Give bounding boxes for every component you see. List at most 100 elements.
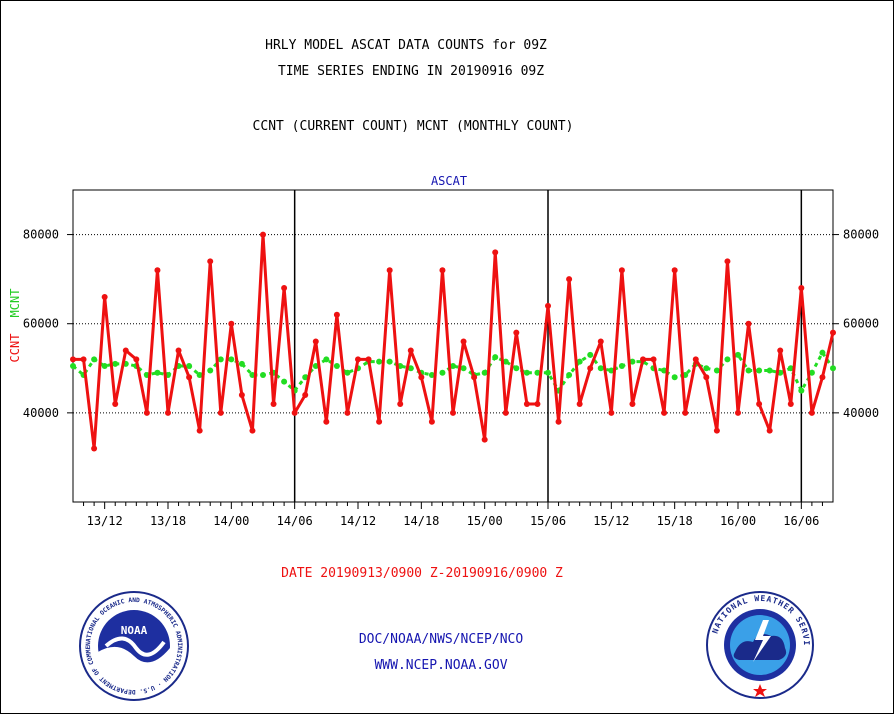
series-ccnt-point [228, 320, 235, 327]
series-ccnt-point [777, 347, 784, 354]
x-tick-label: 16/06 [783, 514, 819, 528]
series-ccnt-point [260, 231, 266, 238]
series-mcnt-point [260, 371, 266, 378]
series-mcnt-point [386, 358, 393, 365]
series-ccnt-point [766, 427, 773, 434]
y-label-ccnt: CCNT [8, 334, 22, 363]
series-mcnt-point [450, 363, 456, 370]
series-mcnt-point [787, 365, 794, 372]
series-mcnt-point [70, 363, 76, 370]
series-mcnt-point [756, 367, 763, 374]
series-ccnt-point [629, 400, 636, 407]
y-tick-label-left: 40000 [23, 406, 59, 420]
series-ccnt-point [112, 400, 119, 407]
org-line: DOC/NOAA/NWS/NCEP/NCO [358, 632, 524, 647]
plot-area [72, 189, 834, 503]
series-ccnt-point [650, 356, 657, 363]
series-ccnt-point [344, 409, 351, 416]
series-ccnt-point [671, 267, 678, 274]
y-axis-right: 40000 60000 80000 [833, 228, 879, 420]
series-mcnt-point [576, 358, 583, 365]
series-mcnt-point [513, 365, 520, 372]
series-ccnt-point [545, 302, 551, 309]
series-mcnt-point [618, 363, 625, 370]
x-tick-label: 14/00 [213, 514, 249, 528]
x-tick-label: 15/12 [593, 514, 629, 528]
series-ccnt-point [640, 356, 646, 363]
series-ccnt-point [133, 356, 140, 363]
x-tick-label: 15/00 [467, 514, 503, 528]
series-ccnt-point [217, 409, 224, 416]
series-mcnt-point [207, 367, 214, 374]
series-mcnt-point [523, 369, 530, 376]
series-mcnt-point [376, 358, 383, 365]
chart-title-line2: TIME SERIES ENDING IN 20190916 09Z [277, 64, 545, 79]
series-ccnt-point [302, 392, 309, 399]
noaa-label: NOAA [121, 624, 148, 637]
series-ccnt-point [787, 400, 794, 407]
series-ccnt-point [407, 347, 414, 354]
x-tick-label: 14/12 [340, 514, 376, 528]
series-ccnt [70, 231, 836, 452]
series-ccnt-point [745, 320, 752, 327]
series-ccnt-point [312, 338, 319, 345]
series-ccnt-point [597, 338, 604, 345]
series-ccnt-point [175, 347, 182, 354]
series-mcnt-point [186, 363, 193, 370]
series-mcnt-point [428, 371, 435, 378]
series-ccnt-point [808, 409, 815, 416]
series-ccnt-point [587, 365, 594, 372]
series-mcnt-point [154, 369, 161, 376]
series-mcnt-point [808, 369, 815, 376]
series-ccnt-point [682, 409, 689, 416]
series-mcnt-point [608, 367, 615, 374]
date-range: DATE 20190913/0900 Z-20190916/0900 Z [281, 566, 563, 581]
x-tick-label: 16/00 [720, 514, 756, 528]
series-mcnt-point [312, 363, 319, 370]
series-mcnt-point [830, 365, 836, 372]
series-ccnt-point [608, 409, 615, 416]
series-mcnt-point [302, 374, 309, 381]
series-mcnt-point [819, 349, 826, 356]
series-ccnt-point [418, 374, 425, 381]
series-ccnt-point [376, 418, 383, 425]
y-tick-label-left: 80000 [23, 228, 59, 242]
y-label-mcnt: MCNT [8, 289, 22, 318]
y-axis-left: 40000 60000 80000 [23, 228, 73, 420]
series-ccnt-point [196, 427, 203, 434]
series-ccnt-point [281, 285, 288, 292]
series-ccnt-point [270, 400, 277, 407]
url-line: WWW.NCEP.NOAA.GOV [374, 658, 508, 673]
series-ccnt-point [80, 356, 87, 363]
chart-title-line1: HRLY MODEL ASCAT DATA COUNTS for 09Z [265, 38, 547, 53]
series-mcnt-point [217, 356, 224, 363]
series-ccnt-point [661, 409, 668, 416]
day-boundary-lines [293, 190, 803, 502]
series-ccnt-point [450, 409, 456, 416]
series-mcnt-point [545, 369, 551, 376]
x-tick-label: 14/18 [403, 514, 439, 528]
series-ccnt-point [534, 400, 541, 407]
series-mcnt [70, 349, 836, 394]
series-ccnt-point [819, 374, 826, 381]
series-mcnt-point [661, 367, 668, 374]
series-ccnt-point [502, 409, 509, 416]
series-mcnt-point [534, 369, 541, 376]
series-ccnt-point [165, 409, 171, 416]
series-mcnt-point [502, 358, 509, 365]
series-mcnt-point [481, 369, 488, 376]
series-ccnt-point [207, 258, 214, 265]
series-mcnt-point [587, 351, 594, 358]
series-ccnt-point [566, 276, 573, 283]
series-ccnt-point [355, 356, 361, 363]
series-mcnt-point [460, 365, 467, 372]
series-mcnt-point [597, 365, 604, 372]
series-mcnt-point [566, 371, 573, 378]
series-mcnt-point [492, 354, 499, 361]
series-ccnt-point [101, 293, 108, 300]
series-mcnt-point [91, 356, 98, 363]
series-ccnt-point [830, 329, 836, 336]
series-ccnt-point [724, 258, 731, 265]
y-tick-label-right: 40000 [843, 406, 879, 420]
